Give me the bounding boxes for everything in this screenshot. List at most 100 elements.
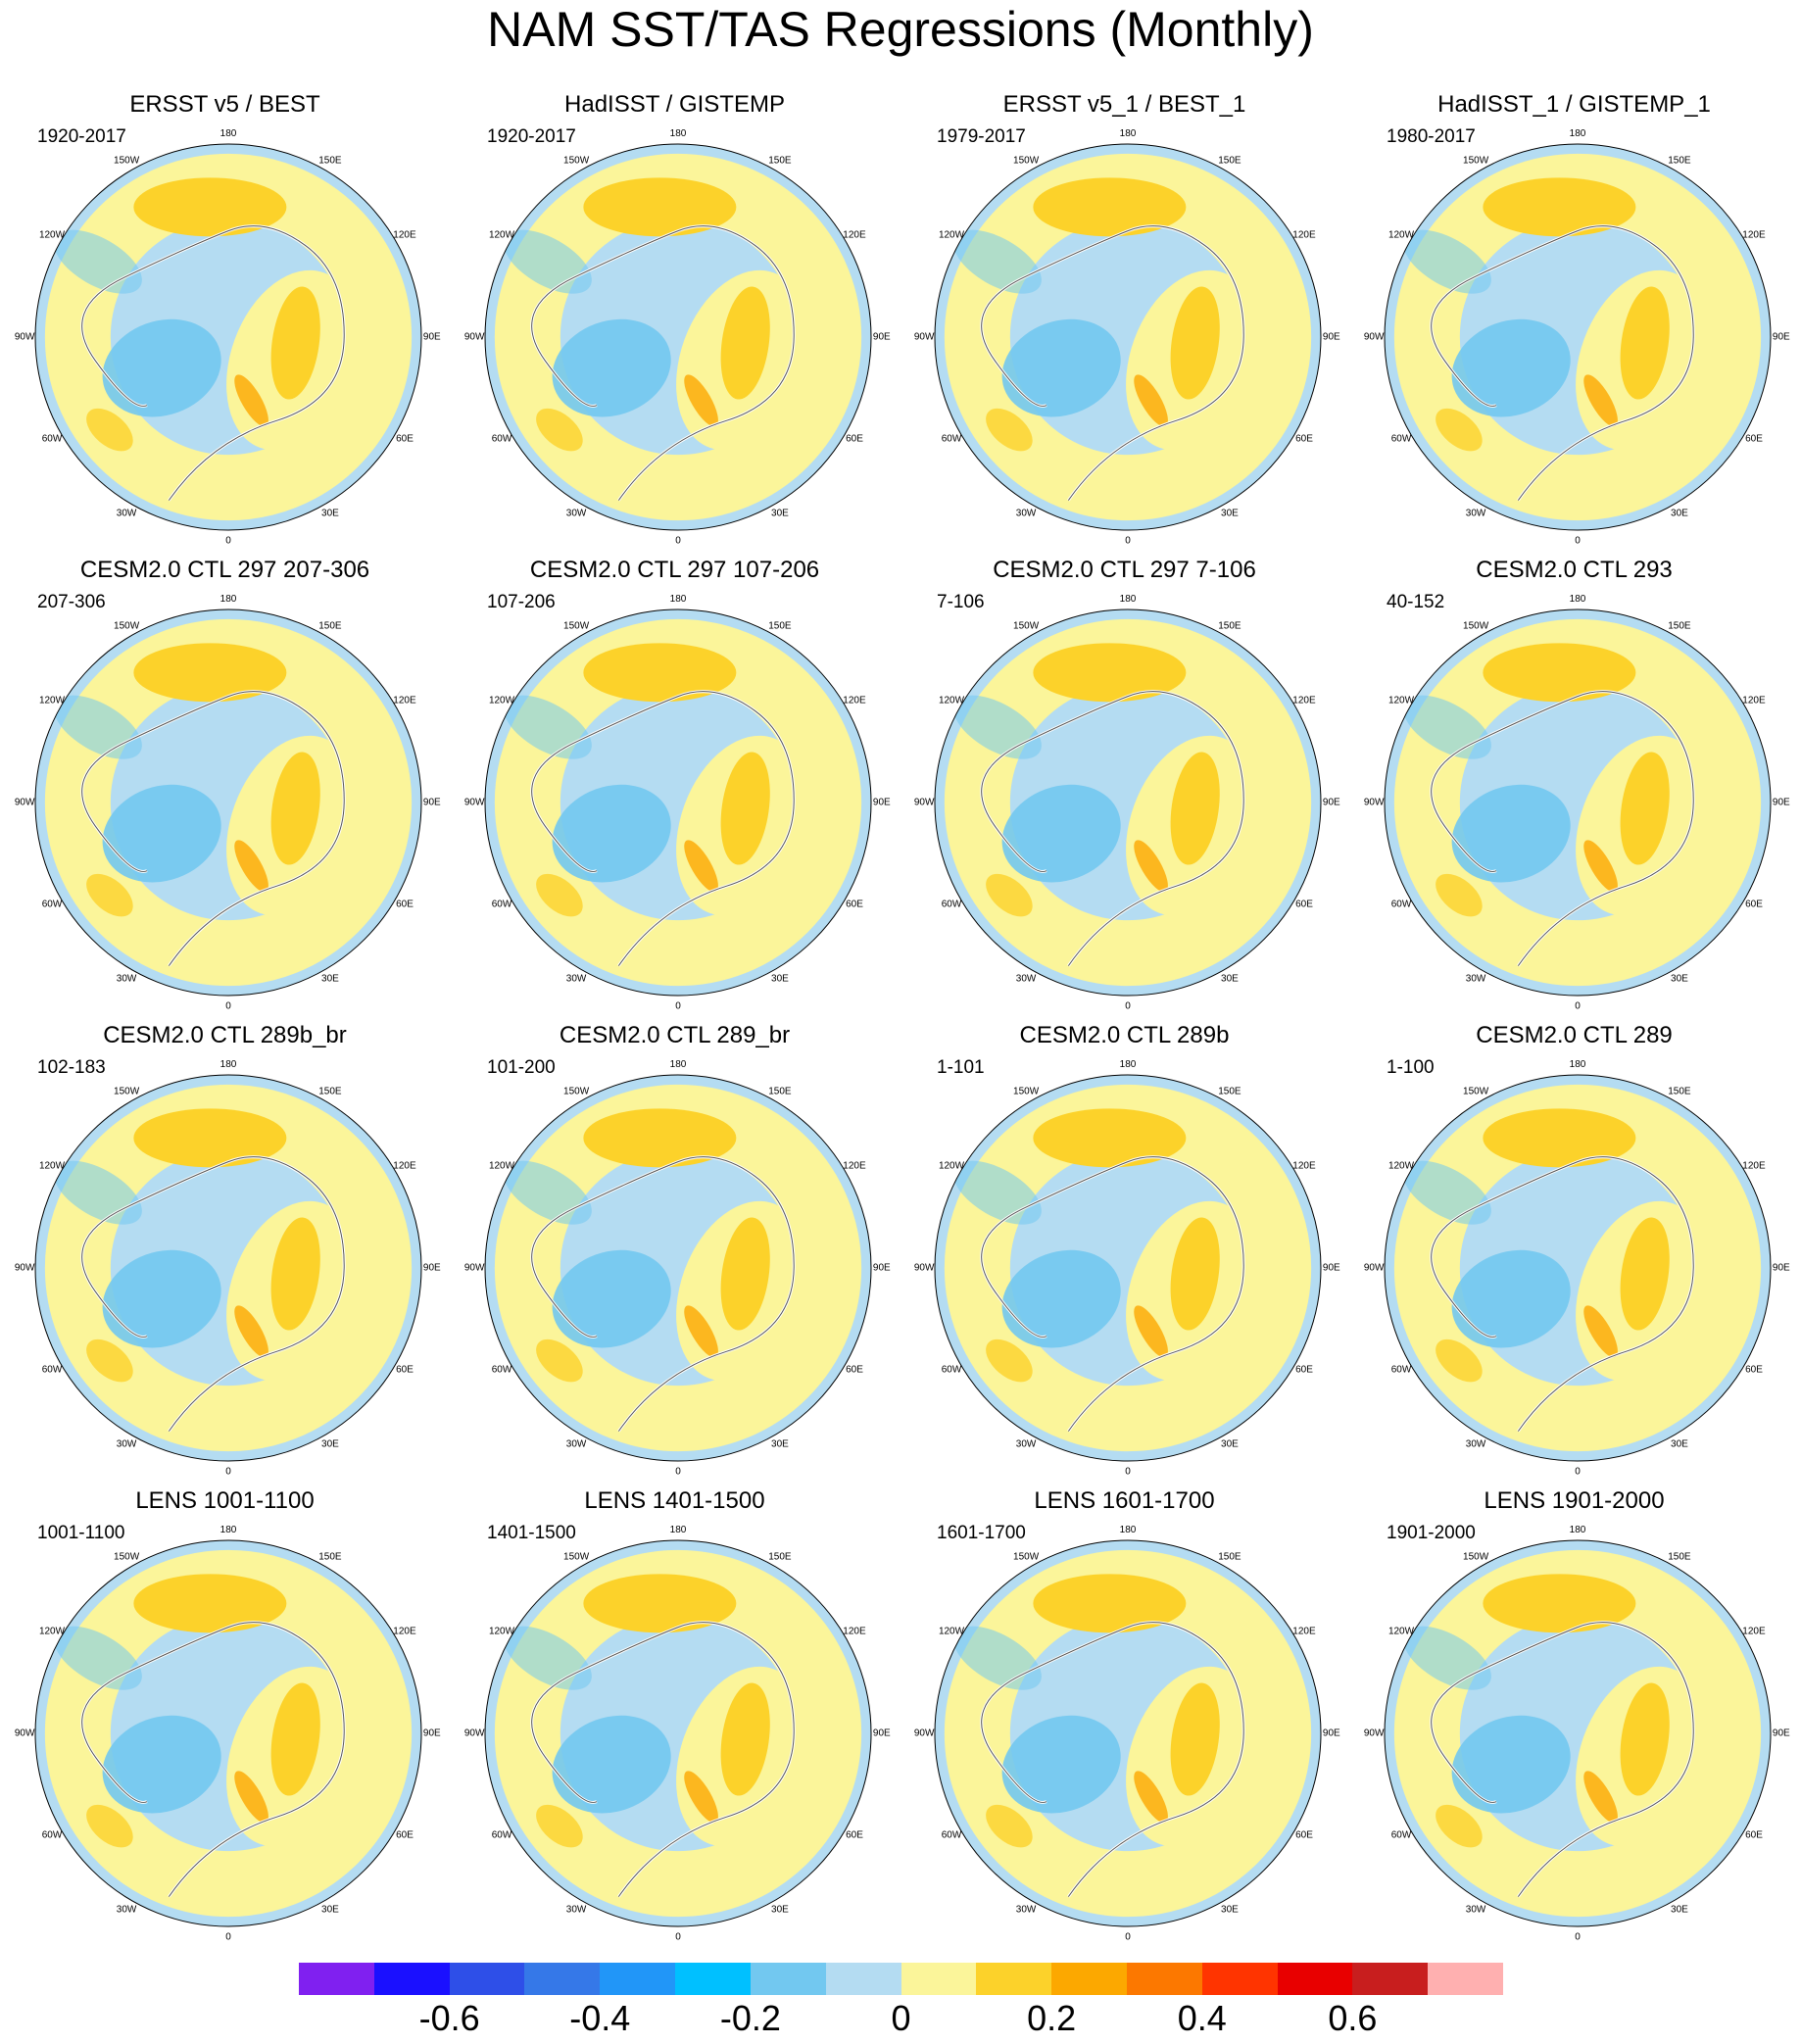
labrador-sea-negative-region bbox=[552, 318, 671, 417]
map-boundary bbox=[1384, 1539, 1772, 1927]
longitude-label: 0 bbox=[1125, 1466, 1131, 1477]
longitude-label: 30W bbox=[117, 1439, 137, 1450]
longitude-label: 90E bbox=[423, 1263, 441, 1274]
panel-period: 1980-2017 bbox=[1387, 126, 1476, 147]
siberia-positive-core bbox=[1170, 286, 1220, 400]
longitude-label: 150E bbox=[1218, 621, 1241, 632]
north-pacific-positive-core bbox=[1483, 177, 1636, 237]
longitude-label: 60W bbox=[942, 900, 962, 910]
longitude-label: 120W bbox=[39, 1627, 66, 1637]
longitude-label: 180 bbox=[220, 594, 237, 605]
longitude-label: 150W bbox=[1013, 1087, 1040, 1097]
scandinavia-positive-core bbox=[234, 840, 268, 893]
panel-period: 1401-1500 bbox=[487, 1523, 576, 1543]
north-pacific-positive-core bbox=[1483, 643, 1636, 703]
siberia-positive-core bbox=[720, 752, 770, 865]
colorbar-segment bbox=[1428, 1963, 1503, 1995]
longitude-label: 120W bbox=[939, 230, 965, 241]
longitude-label: 120E bbox=[1742, 230, 1766, 241]
longitude-label: 90W bbox=[1364, 1263, 1385, 1274]
longitude-label: 90E bbox=[1323, 1728, 1340, 1739]
longitude-label: 120E bbox=[393, 1161, 416, 1172]
colorbar-tick-label: -0.6 bbox=[418, 1998, 480, 2038]
longitude-label: 30E bbox=[771, 1905, 789, 1916]
polar-map: 180 150E 120E 90E 60E 30E 0 30W 60W 90W 120W 150W bbox=[464, 594, 891, 1012]
colorbar bbox=[299, 1963, 1503, 1995]
gulf-of-alaska-negative-region bbox=[1402, 695, 1491, 759]
north-pacific-positive-core bbox=[1033, 643, 1187, 703]
panel-period: 107-206 bbox=[487, 592, 556, 612]
north-america-positive-core bbox=[86, 408, 133, 452]
labrador-sea-negative-region bbox=[552, 1249, 671, 1348]
longitude-label: 150E bbox=[1668, 1552, 1691, 1563]
labrador-sea-negative-region bbox=[1451, 784, 1571, 883]
longitude-label: 90W bbox=[1364, 1728, 1385, 1739]
longitude-label: 120E bbox=[393, 230, 416, 241]
longitude-label: 120W bbox=[939, 1161, 965, 1172]
longitude-label: 90W bbox=[464, 1728, 485, 1739]
panel-title: HadISST_1 / GISTEMP_1 bbox=[1437, 91, 1711, 118]
longitude-label: 30W bbox=[1016, 509, 1037, 519]
longitude-label: 60E bbox=[396, 434, 414, 445]
map-boundary bbox=[484, 608, 872, 997]
map-boundary bbox=[934, 608, 1322, 997]
longitude-label: 60E bbox=[846, 1365, 863, 1376]
longitude-label: 90E bbox=[1773, 1728, 1790, 1739]
longitude-label: 180 bbox=[670, 1059, 687, 1070]
longitude-label: 30W bbox=[566, 1439, 587, 1450]
scandinavia-positive-core bbox=[684, 374, 718, 427]
longitude-label: 120E bbox=[1742, 1161, 1766, 1172]
longitude-label: 0 bbox=[225, 1000, 231, 1011]
labrador-sea-negative-region bbox=[1451, 1249, 1571, 1348]
longitude-label: 0 bbox=[1575, 535, 1581, 546]
colorbar-segment bbox=[449, 1963, 525, 1995]
labrador-sea-negative-region bbox=[1001, 784, 1121, 883]
longitude-label: 60W bbox=[42, 900, 63, 910]
longitude-label: 30W bbox=[1466, 509, 1486, 519]
longitude-label: 150E bbox=[1668, 156, 1691, 167]
labrador-sea-negative-region bbox=[102, 1715, 221, 1814]
siberia-positive-core bbox=[270, 1682, 320, 1796]
scandinavia-positive-core bbox=[684, 1771, 718, 1824]
longitude-label: 30E bbox=[1221, 509, 1239, 519]
longitude-label: 120E bbox=[1292, 230, 1316, 241]
siberia-positive-core bbox=[1620, 286, 1670, 400]
longitude-label: 30W bbox=[566, 1905, 587, 1916]
polar-map: 180 150E 120E 90E 60E 30E 0 30W 60W 90W 120W 150W bbox=[15, 1525, 441, 1943]
north-pacific-positive-core bbox=[1483, 1108, 1636, 1168]
longitude-label: 150W bbox=[114, 1087, 140, 1097]
map-panel: CESM2.0 CTL 297 107-206 180 150E 120E 90E 60E… bbox=[450, 557, 900, 1017]
longitude-label: 90W bbox=[464, 1263, 485, 1274]
north-america-positive-core bbox=[1436, 408, 1483, 452]
north-pacific-positive-core bbox=[1033, 177, 1187, 237]
gulf-of-alaska-negative-region bbox=[952, 695, 1042, 759]
colorbar-segment bbox=[976, 1963, 1052, 1995]
longitude-label: 30W bbox=[566, 974, 587, 985]
colorbar-tick-label: 0.2 bbox=[1027, 1998, 1077, 2038]
scandinavia-positive-core bbox=[1134, 374, 1168, 427]
longitude-label: 60E bbox=[846, 434, 863, 445]
longitude-label: 90E bbox=[423, 1728, 441, 1739]
longitude-label: 0 bbox=[1575, 1466, 1581, 1477]
north-america-positive-core bbox=[1436, 1804, 1483, 1848]
longitude-label: 150W bbox=[1463, 1552, 1489, 1563]
panel-period: 1901-2000 bbox=[1387, 1523, 1476, 1543]
longitude-label: 120W bbox=[39, 696, 66, 706]
longitude-label: 90W bbox=[15, 1728, 35, 1739]
longitude-label: 90W bbox=[914, 1728, 935, 1739]
longitude-label: 150W bbox=[114, 1552, 140, 1563]
north-america-positive-core bbox=[986, 408, 1033, 452]
colorbar-tick-label: -0.4 bbox=[569, 1998, 631, 2038]
longitude-label: 60E bbox=[1295, 900, 1313, 910]
panel-title: LENS 1401-1500 bbox=[584, 1487, 765, 1514]
colorbar-tick-label: 0.6 bbox=[1328, 1998, 1378, 2038]
panel-title: CESM2.0 CTL 289 bbox=[1476, 1022, 1673, 1048]
longitude-label: 30W bbox=[117, 509, 137, 519]
longitude-label: 60W bbox=[1391, 1830, 1412, 1841]
panel-period: 1601-1700 bbox=[937, 1523, 1026, 1543]
longitude-label: 120E bbox=[393, 696, 416, 706]
longitude-label: 150W bbox=[1013, 621, 1040, 632]
polar-map: 180 150E 120E 90E 60E 30E 0 30W 60W 90W 120W 150W bbox=[464, 1059, 891, 1478]
longitude-label: 90W bbox=[914, 1263, 935, 1274]
longitude-label: 60W bbox=[1391, 900, 1412, 910]
